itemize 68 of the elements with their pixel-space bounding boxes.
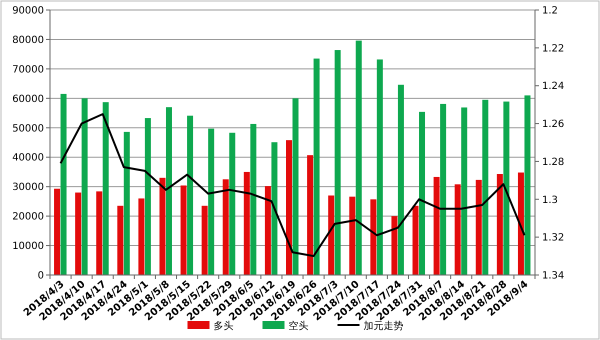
bar: [250, 124, 256, 275]
y2-tick-label: 1.34: [542, 270, 564, 282]
bar: [202, 206, 208, 275]
bar: [166, 107, 172, 275]
bar: [334, 50, 341, 275]
bar: [82, 98, 88, 275]
bar: [496, 174, 503, 275]
bar: [391, 216, 398, 275]
bar: [314, 58, 320, 275]
bar: [264, 186, 271, 275]
y2-tick-label: 1.32: [542, 232, 564, 244]
bar: [476, 180, 482, 275]
bar: [271, 142, 278, 275]
y-tick-label: 0: [38, 270, 44, 282]
bar: [208, 128, 214, 275]
bar: [244, 172, 250, 275]
legend-label: 空头: [288, 320, 308, 332]
bar: [180, 185, 187, 275]
y2-tick-label: 1.2: [542, 6, 558, 16]
legend-label: 多头: [214, 320, 234, 332]
bar: [292, 98, 298, 275]
bar: [54, 188, 60, 275]
y2-tick-label: 1.22: [542, 43, 564, 54]
bar: [518, 172, 524, 275]
y2-tick-label: 1.3: [542, 194, 558, 206]
y2-tick-label: 1.24: [542, 81, 564, 92]
bar: [102, 102, 109, 275]
bar: [398, 84, 404, 275]
bar: [440, 104, 446, 275]
bar: [524, 95, 530, 275]
bar: [229, 132, 236, 275]
y-tick-label: 70000: [12, 64, 44, 76]
bar: [222, 179, 229, 275]
y-tick-label: 10000: [12, 241, 44, 252]
legend-label: 加元走势: [364, 320, 404, 332]
bar: [307, 155, 314, 275]
bar: [286, 140, 292, 275]
bar: [370, 199, 376, 275]
line-series: [60, 113, 526, 258]
bar: [159, 178, 166, 275]
bar: [144, 118, 151, 275]
y-tick-label: 90000: [12, 6, 44, 16]
y-tick-label: 60000: [12, 94, 44, 105]
y-tick-label: 30000: [12, 182, 44, 194]
bar: [482, 100, 488, 275]
y-tick-label: 80000: [12, 34, 44, 46]
bar: [434, 176, 440, 275]
y-tick-label: 20000: [12, 212, 44, 223]
bar: [419, 112, 426, 275]
bar: [349, 196, 356, 275]
bar: [117, 206, 124, 275]
bar: [412, 206, 419, 275]
bar: [376, 59, 383, 275]
bar: [328, 196, 334, 275]
bar: [60, 94, 67, 275]
bar: [138, 198, 144, 275]
bar: [503, 102, 510, 275]
bar: [454, 184, 461, 275]
bar: [75, 192, 82, 275]
y2-tick-label: 1.26: [542, 119, 564, 130]
bar: [124, 132, 130, 275]
y-tick-label: 50000: [12, 123, 44, 134]
bar: [356, 40, 362, 275]
bar: [187, 116, 194, 275]
y2-tick-label: 1.28: [542, 156, 564, 168]
bar: [96, 191, 102, 275]
y-tick-label: 40000: [12, 152, 44, 164]
bar: [461, 107, 468, 275]
